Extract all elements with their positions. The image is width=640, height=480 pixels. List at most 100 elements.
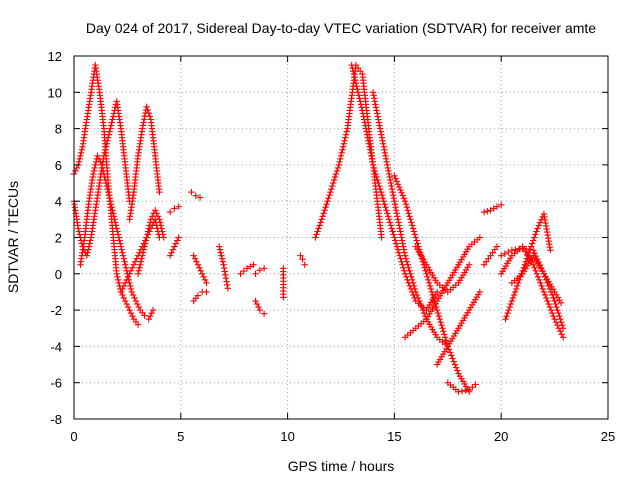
data-point (399, 240, 406, 247)
data-point (166, 252, 174, 259)
data-point (539, 267, 546, 275)
data-point (403, 204, 411, 211)
x-tick-label: 0 (70, 429, 77, 444)
data-point (368, 155, 376, 163)
data-point (127, 309, 135, 317)
data-point (400, 243, 407, 250)
data-point (422, 267, 429, 274)
data-point (558, 322, 566, 329)
data-point (392, 240, 400, 247)
data-point (146, 113, 154, 120)
y-tick-label: 2 (55, 231, 62, 246)
data-point (502, 315, 509, 323)
data-point (508, 297, 516, 305)
data-point (435, 312, 443, 320)
data-point (156, 188, 163, 196)
data-point (338, 149, 345, 156)
data-point (402, 201, 410, 208)
data-point (389, 228, 396, 235)
data-point (334, 164, 342, 172)
data-point (154, 228, 162, 235)
data-point (429, 291, 436, 299)
data-point (90, 170, 97, 178)
data-point (90, 167, 98, 175)
data-point (171, 243, 178, 250)
data-point (387, 222, 395, 229)
data-point (551, 315, 558, 323)
data-point (458, 387, 466, 395)
data-point (530, 247, 537, 254)
data-point (237, 270, 244, 277)
data-point (531, 264, 538, 271)
data-point (301, 261, 308, 268)
data-point (87, 237, 94, 244)
data-point (376, 122, 383, 129)
data-point (357, 98, 364, 105)
data-point (200, 273, 207, 281)
data-point (380, 198, 387, 205)
data-point (122, 297, 129, 305)
data-point (369, 89, 377, 96)
data-point (132, 258, 139, 265)
data-point (341, 137, 348, 144)
data-point (343, 128, 350, 135)
data-point (101, 149, 108, 156)
data-point (72, 167, 79, 175)
data-point (328, 185, 335, 193)
data-point (337, 152, 345, 160)
data-point (448, 352, 455, 359)
y-tick-label: 0 (55, 267, 62, 282)
data-point (370, 92, 377, 99)
data-point (194, 292, 202, 299)
data-point (114, 273, 121, 281)
data-point (371, 95, 378, 102)
data-point (385, 216, 393, 223)
axis-ticks (73, 55, 609, 420)
data-point (366, 143, 373, 150)
data-point (322, 204, 329, 211)
tick-labels: 0 5 10 15 20 25 -8 -6 -4 -2 0 2 4 6 8 10 12 (48, 49, 616, 444)
data-point (386, 173, 393, 181)
data-point (395, 183, 403, 191)
data-point (535, 258, 542, 266)
data-point (135, 303, 142, 311)
data-point (329, 179, 337, 187)
x-tick-label: 25 (601, 429, 615, 444)
data-point (391, 201, 399, 208)
data-point (102, 176, 109, 184)
data-point (191, 255, 199, 262)
data-point (354, 89, 362, 96)
data-point (438, 322, 445, 329)
data-point (512, 285, 520, 293)
data-point (350, 70, 358, 78)
data-point (175, 203, 182, 210)
data-point (498, 201, 505, 209)
data-point (358, 104, 365, 111)
data-point (388, 225, 395, 232)
data-point (253, 300, 261, 308)
data-point (336, 158, 343, 166)
data-point (349, 67, 357, 75)
data-point (216, 246, 224, 253)
data-point (381, 201, 388, 208)
data-point (372, 101, 379, 108)
data-point (240, 267, 248, 275)
data-point (105, 191, 113, 199)
data-point (250, 261, 257, 268)
data-point (374, 113, 381, 120)
data-point (504, 309, 511, 317)
data-points (70, 61, 567, 395)
data-point (115, 234, 123, 241)
data-point (409, 222, 416, 229)
data-point (375, 179, 382, 187)
data-point (540, 288, 548, 296)
data-point (437, 319, 444, 326)
data-point (111, 216, 118, 223)
data-point (76, 231, 83, 238)
data-point (153, 222, 160, 229)
data-point (99, 167, 107, 175)
data-point (122, 261, 129, 268)
data-point (465, 261, 473, 268)
data-point (394, 213, 401, 220)
data-point (332, 170, 340, 178)
